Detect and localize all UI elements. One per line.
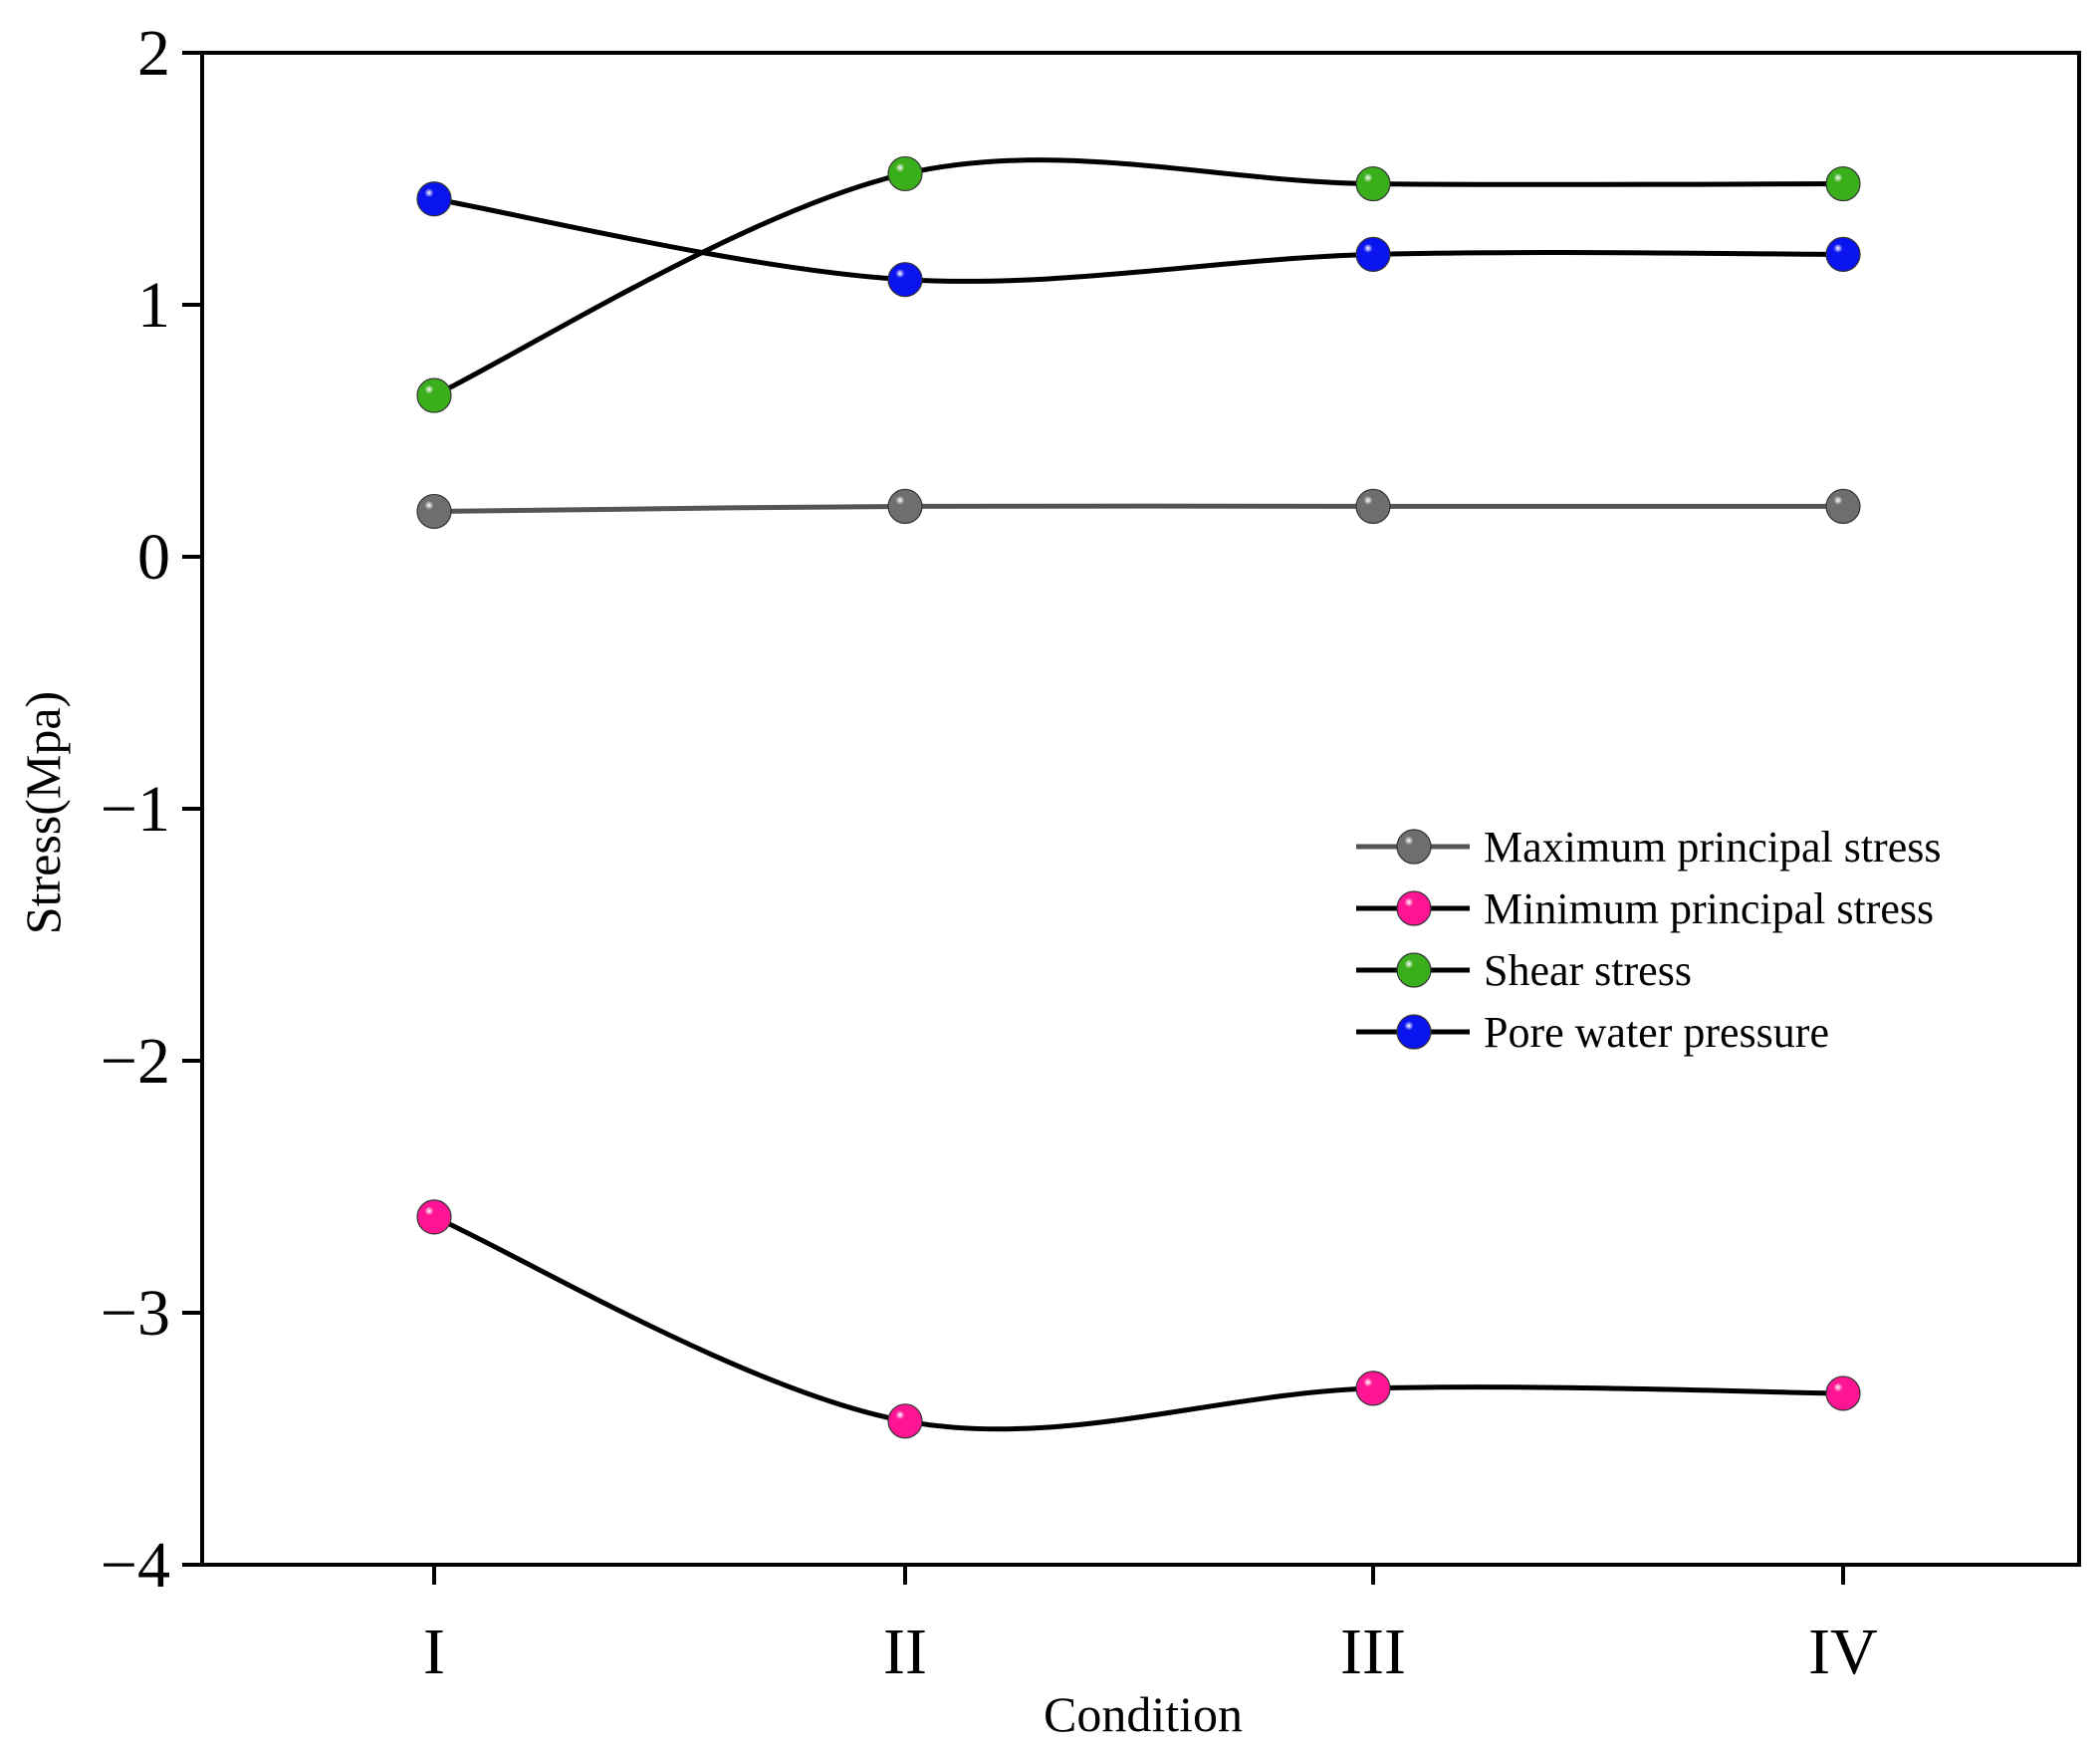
data-point <box>1825 165 1861 202</box>
data-point <box>887 262 923 298</box>
data-point <box>1825 488 1861 524</box>
data-point <box>887 155 923 192</box>
plot-frame <box>200 51 2081 1567</box>
y-tick-label: −4 <box>101 1529 170 1602</box>
y-tick-label: 0 <box>137 521 170 594</box>
data-point <box>416 493 452 530</box>
legend-marker <box>1396 1014 1432 1050</box>
data-point <box>887 488 923 524</box>
y-axis-title: Stress(Mpa) <box>15 691 71 934</box>
y-tick-label: 1 <box>137 269 170 342</box>
legend-label: Maximum principal stress <box>1484 823 1942 872</box>
axes: Condition Stress(Mpa) 210−1−2−3−4I II III I… <box>15 17 1878 1742</box>
data-point <box>416 1199 452 1235</box>
y-tick-label: −1 <box>101 773 170 846</box>
series-3 <box>416 181 1861 298</box>
legend: Maximum principal stress Minimum principa… <box>1356 823 1942 1057</box>
data-point <box>416 181 452 217</box>
series-layer <box>416 155 1861 1439</box>
legend-item: Pore water pressure <box>1356 1008 1829 1057</box>
series-line <box>433 1214 1844 1432</box>
x-axis-title: Condition <box>1044 1686 1243 1742</box>
series-2 <box>416 155 1861 413</box>
series-1 <box>416 1199 1861 1439</box>
data-point <box>1355 165 1391 202</box>
x-tick-label: II <box>883 1616 927 1688</box>
plot-area <box>200 51 2081 1567</box>
series-line <box>432 157 1844 398</box>
x-tick-label: I <box>423 1616 445 1688</box>
series-0 <box>416 488 1861 530</box>
legend-item: Shear stress <box>1356 946 1692 995</box>
legend-marker <box>1396 829 1432 865</box>
legend-label: Minimum principal stress <box>1484 884 1934 933</box>
data-point <box>887 1403 923 1439</box>
series-line <box>433 503 1843 514</box>
legend-marker <box>1396 952 1432 988</box>
data-point <box>1825 1375 1861 1411</box>
x-tick-label: IV <box>1808 1616 1878 1688</box>
y-tick-label: 2 <box>137 17 170 90</box>
legend-item: Minimum principal stress <box>1356 884 1934 933</box>
series-line <box>433 196 1844 284</box>
legend-marker <box>1396 890 1432 926</box>
x-tick-label: III <box>1340 1616 1406 1688</box>
data-point <box>416 377 452 413</box>
data-point <box>1355 236 1391 272</box>
y-tick-label: −3 <box>101 1277 170 1350</box>
data-point <box>1355 488 1391 524</box>
legend-label: Pore water pressure <box>1484 1008 1829 1057</box>
data-point <box>1355 1371 1391 1406</box>
y-tick-label: −2 <box>101 1025 170 1098</box>
data-point <box>1825 236 1861 272</box>
legend-label: Shear stress <box>1484 946 1692 995</box>
legend-item: Maximum principal stress <box>1356 823 1942 872</box>
